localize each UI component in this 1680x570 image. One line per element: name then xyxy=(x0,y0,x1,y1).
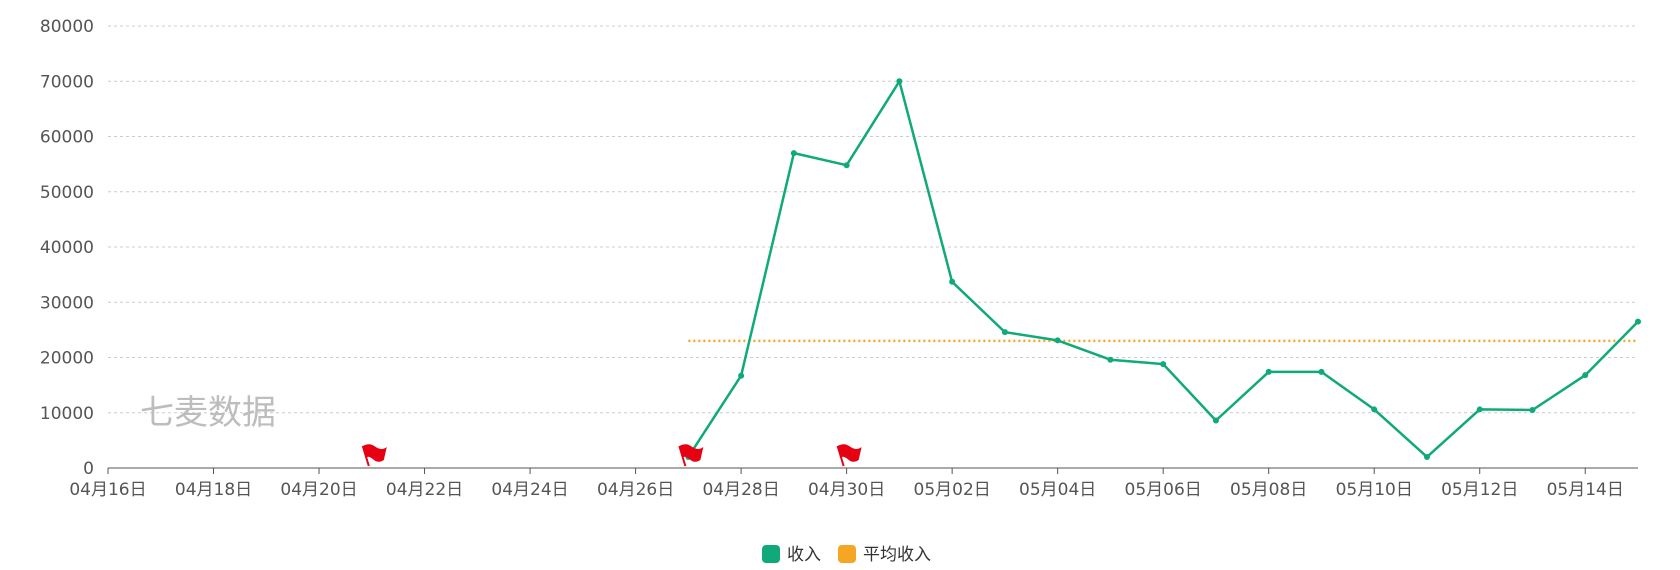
x-tick-label: 05月04日 xyxy=(1019,480,1096,500)
x-tick-label: 04月30日 xyxy=(808,480,885,500)
x-tick-label: 04月24日 xyxy=(491,480,568,500)
x-tick-label: 04月16日 xyxy=(69,480,146,500)
y-tick-label: 30000 xyxy=(40,293,94,313)
series-income xyxy=(685,78,1641,460)
y-axis: 0 10000 20000 30000 40000 50000 60000 70000 8000… xyxy=(40,17,94,479)
income-point xyxy=(1212,417,1219,424)
income-point xyxy=(1635,318,1641,325)
x-tick-label: 05月08日 xyxy=(1230,480,1307,500)
y-tick-label: 80000 xyxy=(40,17,94,37)
income-point xyxy=(1476,406,1483,413)
x-tick-label: 05月02日 xyxy=(914,480,991,500)
income-point xyxy=(790,150,797,157)
legend-label: 平均收入 xyxy=(863,545,931,565)
income-point xyxy=(1423,453,1430,460)
x-axis: 04月16日 04月18日 04月20日 04月22日 04月24日 04月26日 04月2… xyxy=(69,467,1638,500)
flag-markers xyxy=(361,444,862,467)
x-tick-label: 04月22日 xyxy=(386,480,463,500)
income-point xyxy=(1001,329,1008,336)
x-tick-label: 05月14日 xyxy=(1547,480,1624,500)
income-point xyxy=(896,78,903,85)
x-tick-label: 04月26日 xyxy=(597,480,674,500)
y-tick-label: 20000 xyxy=(40,349,94,369)
income-point xyxy=(949,278,956,285)
legend: 收入 平均收入 xyxy=(762,545,931,565)
y-tick-label: 40000 xyxy=(40,238,94,258)
y-tick-label: 70000 xyxy=(40,72,94,92)
legend-swatch xyxy=(838,545,856,563)
x-tick-label: 05月12日 xyxy=(1441,480,1518,500)
income-point xyxy=(1582,372,1589,379)
income-point xyxy=(1318,368,1325,375)
y-tick-label: 10000 xyxy=(40,404,94,424)
income-point xyxy=(1371,406,1378,413)
legend-swatch xyxy=(762,545,780,563)
x-tick-label: 05月10日 xyxy=(1336,480,1413,500)
y-tick-label: 60000 xyxy=(40,128,94,148)
flag-icon xyxy=(836,444,862,467)
income-line xyxy=(687,80,1639,459)
y-tick-label: 0 xyxy=(83,459,94,479)
income-point xyxy=(1107,356,1114,363)
income-point xyxy=(1160,361,1167,368)
x-tick-label: 04月28日 xyxy=(702,480,779,500)
flag-icon xyxy=(361,444,387,467)
income-point xyxy=(738,372,745,379)
watermark: 七麦数据 xyxy=(140,393,276,433)
gridlines xyxy=(108,25,1638,414)
flag-cloth xyxy=(837,444,862,462)
legend-item-average: 平均收入 xyxy=(838,545,931,565)
income-point xyxy=(1054,337,1061,344)
income-point xyxy=(1265,368,1272,375)
x-tick-label: 04月20日 xyxy=(280,480,357,500)
flag-cloth xyxy=(362,444,387,462)
income-point xyxy=(843,162,850,169)
x-tick-label: 05月06日 xyxy=(1125,480,1202,500)
flag-icon xyxy=(678,444,704,467)
income-point xyxy=(1529,406,1536,413)
legend-label: 收入 xyxy=(787,545,821,565)
flag-cloth xyxy=(679,444,704,462)
legend-item-income: 收入 xyxy=(762,545,821,565)
y-tick-label: 50000 xyxy=(40,183,94,203)
x-tick-label: 04月18日 xyxy=(175,480,252,500)
